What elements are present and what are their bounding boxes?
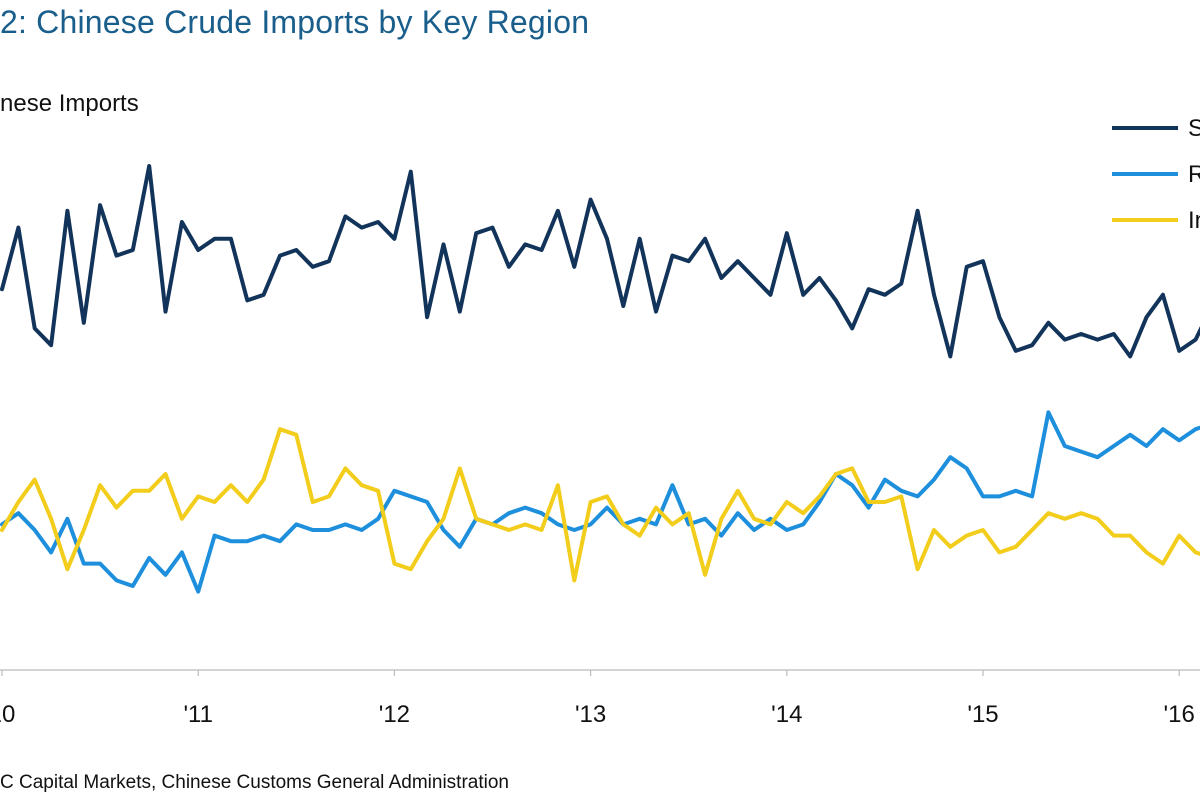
y-axis-label: nese Imports	[0, 90, 139, 117]
x-tick-label: '11	[183, 701, 213, 728]
series-line-in	[0, 427, 1200, 583]
line-chart: 10 '11 '12 '13 '14 '15 '16 SR In	[0, 115, 1200, 728]
x-tick-label: '16	[1164, 701, 1195, 728]
x-tick-label: '13	[575, 701, 606, 728]
legend-label-r: R	[1188, 161, 1200, 188]
series-line-s	[0, 164, 1200, 359]
x-tick-label: '12	[379, 701, 410, 728]
x-tick-label: '15	[967, 701, 998, 728]
legend-label-s: S	[1188, 115, 1200, 142]
chart-title: 2: Chinese Crude Imports by Key Region	[0, 4, 590, 40]
legend: SR In	[1112, 115, 1200, 234]
legend-label-in: In	[1188, 207, 1200, 234]
x-tick-label: '14	[771, 701, 802, 728]
series-layer	[0, 164, 1200, 594]
source-note: C Capital Markets, Chinese Customs Gener…	[0, 772, 509, 793]
series-line-r	[0, 410, 1200, 594]
x-tick-label: 10	[0, 701, 15, 728]
x-axis-ticks: 10 '11 '12 '13 '14 '15 '16	[0, 670, 1195, 728]
